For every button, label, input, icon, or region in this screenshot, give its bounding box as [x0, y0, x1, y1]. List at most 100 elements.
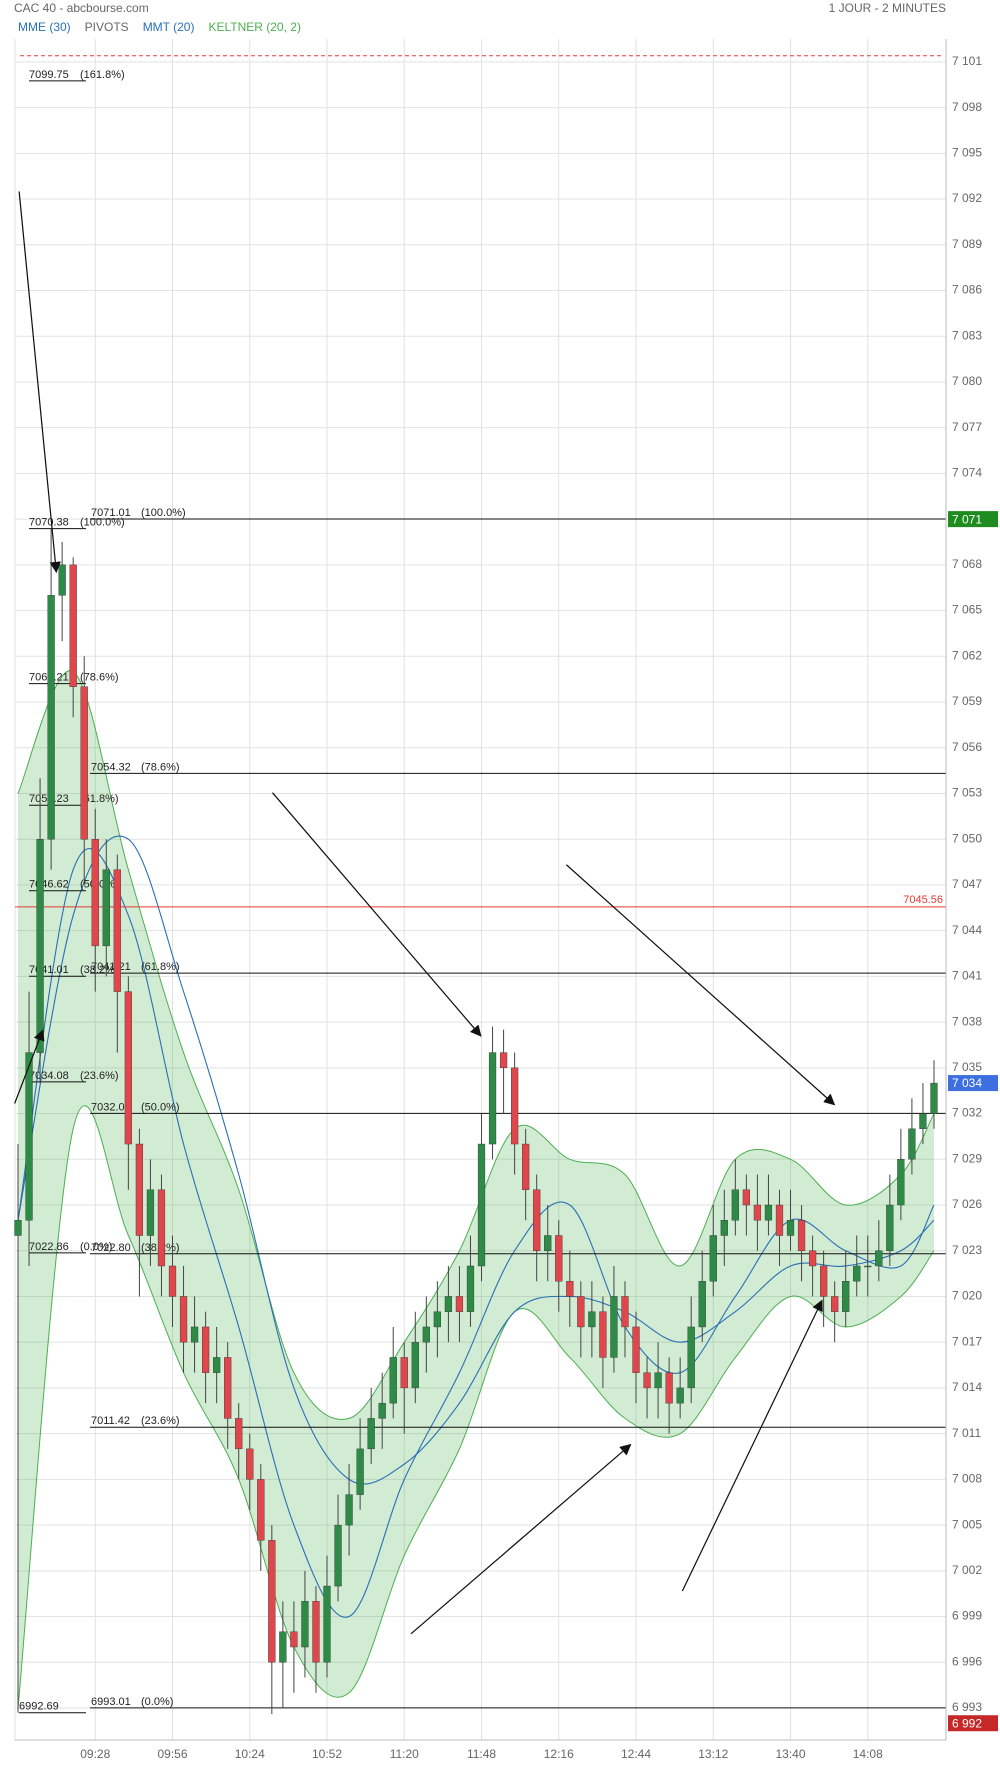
keltner-area	[18, 670, 934, 1708]
candle-body	[577, 1296, 585, 1328]
levels: 7045.567099.75(161.8%)7070.38(100.0%)706…	[15, 55, 946, 1714]
keltner-lower	[17, 1105, 935, 1709]
candle-body	[400, 1357, 408, 1389]
fib-ratio: (50.0%)	[80, 879, 119, 891]
candle-body	[930, 1082, 938, 1114]
x-tick-label: 14:08	[853, 1747, 883, 1761]
candle-body	[235, 1418, 243, 1450]
fib-ratio: (0.0%)	[141, 1696, 173, 1708]
y-tick-label: 7 011	[952, 1426, 981, 1440]
candle-body	[477, 1143, 486, 1267]
candle-body	[820, 1265, 828, 1297]
y-tick-label: 7 035	[952, 1060, 982, 1074]
candle-body	[886, 1204, 894, 1251]
price-badge-label: 6 992	[952, 1716, 982, 1730]
y-tick-label: 6 993	[952, 1700, 982, 1714]
candle-body	[433, 1311, 441, 1328]
fib-value: 7032.01	[91, 1101, 131, 1113]
price-badge	[948, 1075, 998, 1092]
price-badge-label: 7 034	[952, 1076, 982, 1090]
fib-ratio: (100.0%)	[80, 517, 125, 529]
candle-body	[533, 1189, 541, 1251]
candle-body	[544, 1235, 552, 1251]
fib-ratio: (78.6%)	[80, 672, 119, 684]
candle-body	[455, 1296, 464, 1312]
y-tick-label: 7 017	[952, 1334, 982, 1348]
candle-body	[80, 686, 88, 840]
y-tick-label: 7 020	[952, 1289, 982, 1303]
candle-body	[36, 839, 44, 1053]
candle-body	[764, 1204, 773, 1221]
keltner-band	[17, 670, 935, 1709]
arrows	[14, 191, 836, 1635]
x-tick-label: 11:20	[390, 1747, 419, 1761]
candle-body	[124, 991, 132, 1145]
candle-body	[257, 1479, 265, 1541]
arrow	[681, 1299, 823, 1592]
candle-body	[853, 1265, 861, 1282]
candle-body	[290, 1631, 298, 1648]
y-tick-label: 7 023	[952, 1243, 982, 1257]
x-tick-label: 12:16	[544, 1747, 574, 1761]
y-tick-label: 7 053	[952, 786, 982, 800]
y-tick-label: 7 050	[952, 831, 982, 845]
candle-body	[345, 1494, 353, 1526]
chart-title: CAC 40 - abcbourse.com	[14, 1, 149, 15]
candle-body	[168, 1265, 177, 1297]
pivot-label: 7045.56	[903, 894, 943, 906]
candle-body	[808, 1250, 817, 1267]
fib-value: 6993.01	[91, 1696, 131, 1708]
candle-body	[378, 1402, 386, 1419]
y-tick-label: 7 074	[952, 466, 982, 480]
candle-body	[753, 1204, 762, 1221]
candle-body	[157, 1189, 166, 1267]
y-tick-label: 7 092	[952, 191, 982, 205]
legend-entry: PIVOTS	[85, 20, 129, 34]
candle-body	[676, 1387, 684, 1404]
candle-body	[102, 869, 110, 947]
candle-body	[588, 1311, 596, 1328]
candle-body	[69, 564, 77, 687]
fib-value: 7011.42	[91, 1415, 130, 1427]
y-tick-label: 7 002	[952, 1563, 982, 1577]
fib-value: 7034.08	[29, 1070, 69, 1082]
fib-ratio: (61.8%)	[80, 793, 119, 805]
candle-body	[610, 1296, 618, 1358]
x-tick-label: 09:28	[80, 1747, 110, 1761]
x-tick-label: 11:48	[467, 1747, 496, 1761]
fib-ratio: (61.8%)	[141, 961, 180, 973]
x-tick-label: 10:24	[235, 1747, 265, 1761]
candle-body	[897, 1159, 905, 1206]
fib-ratio: (0.0%)	[80, 1241, 112, 1253]
candle-body	[279, 1631, 287, 1663]
fib-value: 6992.69	[19, 1701, 59, 1713]
candle-body	[510, 1067, 519, 1145]
y-tick-label: 7 065	[952, 603, 982, 617]
fib-value: 7041.21	[91, 961, 131, 973]
candle-body	[665, 1372, 673, 1404]
candles	[14, 528, 938, 1715]
candle-body	[312, 1601, 320, 1663]
candle-body	[422, 1326, 430, 1343]
y-tick-label: 7 077	[952, 420, 982, 434]
candle-body	[643, 1372, 651, 1389]
indicator-lines	[17, 835, 935, 1618]
candle-body	[698, 1281, 706, 1328]
keltner-upper	[17, 670, 935, 1420]
moving-average	[17, 835, 935, 1485]
legend-entry: MME (30)	[18, 20, 71, 34]
candle-body	[14, 1220, 22, 1236]
candle-body	[213, 1357, 221, 1373]
candle-body	[499, 1052, 508, 1069]
moving-average	[17, 848, 935, 1618]
y-tick-label: 6 999	[952, 1609, 982, 1623]
candle-body	[47, 595, 55, 840]
candle-body	[488, 1052, 497, 1145]
candle-body	[775, 1204, 784, 1236]
y-tick-label: 7 080	[952, 374, 982, 388]
y-tick-label: 7 101	[952, 54, 982, 68]
axes: 6 993 6 996 6 999 7 002 7 005 7 008 7 011 7 014…	[15, 39, 998, 1761]
arrow	[18, 191, 61, 574]
